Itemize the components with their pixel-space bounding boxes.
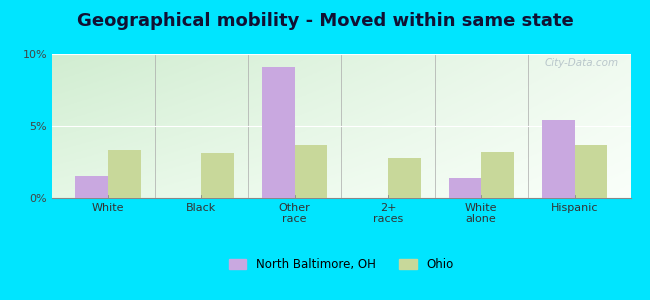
Bar — [75, 176, 108, 198]
Legend: North Baltimore, OH, Ohio: North Baltimore, OH, Ohio — [224, 253, 458, 276]
Text: Geographical mobility - Moved within same state: Geographical mobility - Moved within sam… — [77, 12, 573, 30]
Bar — [542, 120, 575, 198]
Bar — [108, 151, 140, 198]
Bar — [388, 158, 421, 198]
Bar — [294, 145, 327, 198]
Bar — [481, 152, 514, 198]
Text: City-Data.com: City-Data.com — [545, 58, 619, 68]
Bar — [262, 67, 294, 198]
Bar — [202, 153, 234, 198]
Bar — [448, 178, 481, 198]
Bar — [575, 145, 607, 198]
